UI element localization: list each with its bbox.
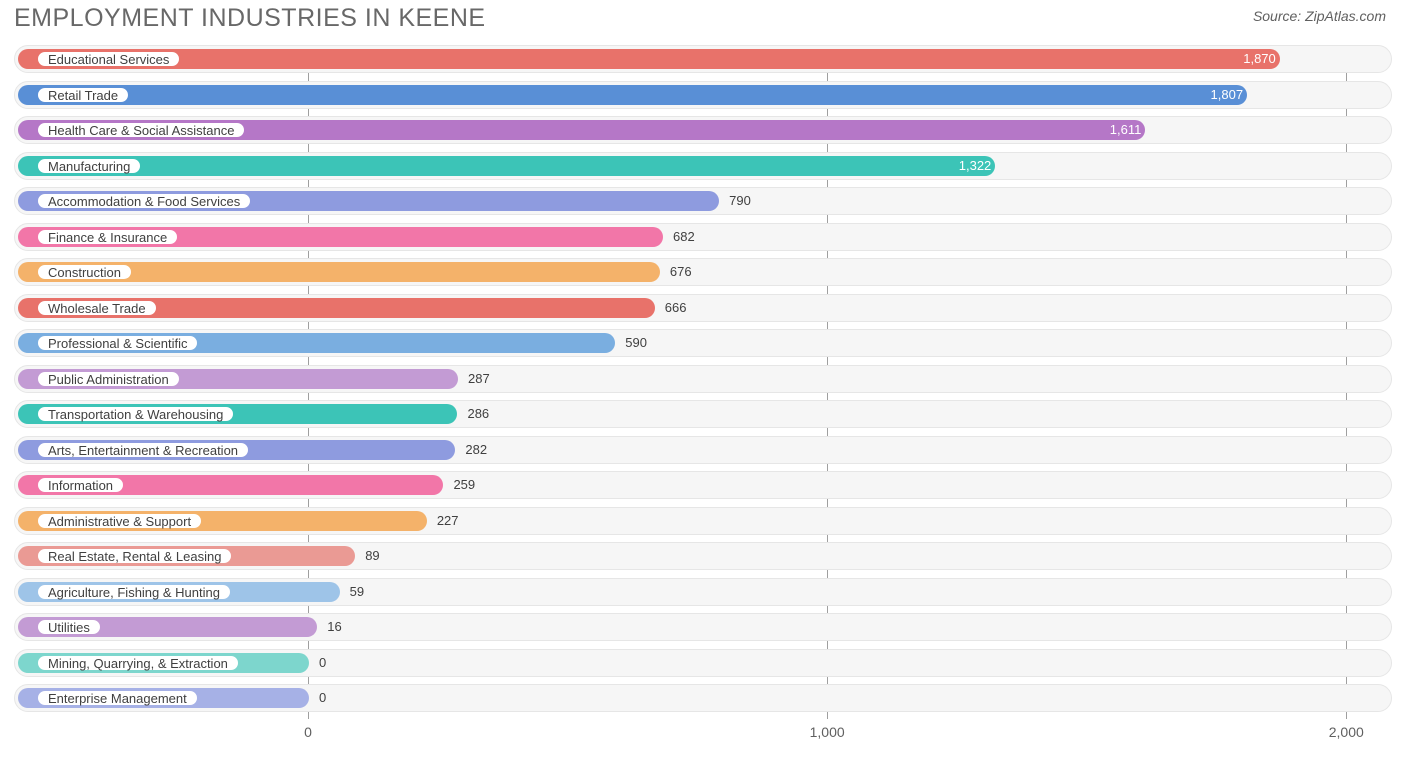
- chart-source: Source: ZipAtlas.com: [1253, 4, 1386, 24]
- bar-label: Mining, Quarrying, & Extraction: [37, 655, 239, 671]
- bar-track: Administrative & Support 227: [14, 507, 1392, 535]
- chart-header: EMPLOYMENT INDUSTRIES IN KEENE Source: Z…: [0, 0, 1406, 33]
- bar-label: Construction: [37, 264, 132, 280]
- x-axis: 0 1,000 2,000: [14, 720, 1392, 746]
- bar-label: Agriculture, Fishing & Hunting: [37, 584, 231, 600]
- bar-value: 282: [465, 437, 487, 465]
- bar-value: 666: [665, 295, 687, 323]
- x-tick: 2,000: [1329, 724, 1364, 740]
- bar-track: Real Estate, Rental & Leasing 89: [14, 542, 1392, 570]
- bar: [18, 49, 1280, 69]
- bar-value: 0: [319, 685, 326, 713]
- bar-label: Public Administration: [37, 371, 180, 387]
- bar: [18, 156, 995, 176]
- bar-value: 89: [365, 543, 379, 571]
- bar-value: 682: [673, 224, 695, 252]
- bar-track: Educational Services 1,870: [14, 45, 1392, 73]
- bar-label: Health Care & Social Assistance: [37, 122, 245, 138]
- x-tick: 1,000: [810, 724, 845, 740]
- bar-label: Information: [37, 477, 124, 493]
- bar-track: Finance & Insurance 682: [14, 223, 1392, 251]
- bar-value: 790: [729, 188, 751, 216]
- bar-label: Finance & Insurance: [37, 229, 178, 245]
- bar-track: Professional & Scientific 590: [14, 329, 1392, 357]
- bar-track: Public Administration 287: [14, 365, 1392, 393]
- bar-value: 287: [468, 366, 490, 394]
- bar-label: Transportation & Warehousing: [37, 406, 234, 422]
- bar-track: Construction 676: [14, 258, 1392, 286]
- bar-label: Manufacturing: [37, 158, 141, 174]
- bar-track: Enterprise Management 0: [14, 684, 1392, 712]
- bar-value: 1,611: [1110, 117, 1142, 145]
- bar-track: Retail Trade 1,807: [14, 81, 1392, 109]
- bar-value: 1,870: [1243, 46, 1276, 74]
- bar-value: 259: [453, 472, 475, 500]
- bar-label: Retail Trade: [37, 87, 129, 103]
- chart-title: EMPLOYMENT INDUSTRIES IN KEENE: [14, 4, 486, 33]
- bar: [18, 85, 1247, 105]
- bar-label: Enterprise Management: [37, 690, 198, 706]
- bar-value: 590: [625, 330, 647, 358]
- bar-value: 59: [350, 579, 364, 607]
- bar-track: Agriculture, Fishing & Hunting 59: [14, 578, 1392, 606]
- bar-list: Educational Services 1,870 Retail Trade 1,8…: [14, 45, 1392, 712]
- bar-value: 16: [327, 614, 341, 642]
- bar-label: Wholesale Trade: [37, 300, 157, 316]
- bar-value: 0: [319, 650, 326, 678]
- bar-track: Mining, Quarrying, & Extraction 0: [14, 649, 1392, 677]
- bar-label: Utilities: [37, 619, 101, 635]
- bar-track: Wholesale Trade 666: [14, 294, 1392, 322]
- bar-track: Transportation & Warehousing 286: [14, 400, 1392, 428]
- bar-value: 227: [437, 508, 459, 536]
- bar-label: Arts, Entertainment & Recreation: [37, 442, 249, 458]
- bar-label: Educational Services: [37, 51, 180, 67]
- bar-value: 1,807: [1211, 82, 1244, 110]
- bar-track: Arts, Entertainment & Recreation 282: [14, 436, 1392, 464]
- bar-label: Real Estate, Rental & Leasing: [37, 548, 232, 564]
- bar-track: Information 259: [14, 471, 1392, 499]
- bar-track: Accommodation & Food Services 790: [14, 187, 1392, 215]
- bar-label: Administrative & Support: [37, 513, 202, 529]
- bar-value: 1,322: [959, 153, 992, 181]
- bar-label: Accommodation & Food Services: [37, 193, 251, 209]
- bar-label: Professional & Scientific: [37, 335, 198, 351]
- bar-value: 286: [467, 401, 489, 429]
- bar-track: Manufacturing 1,322: [14, 152, 1392, 180]
- bar-value: 676: [670, 259, 692, 287]
- bar-track: Utilities 16: [14, 613, 1392, 641]
- chart-area: Educational Services 1,870 Retail Trade 1,8…: [14, 45, 1392, 745]
- bar-track: Health Care & Social Assistance 1,611: [14, 116, 1392, 144]
- x-tick: 0: [304, 724, 312, 740]
